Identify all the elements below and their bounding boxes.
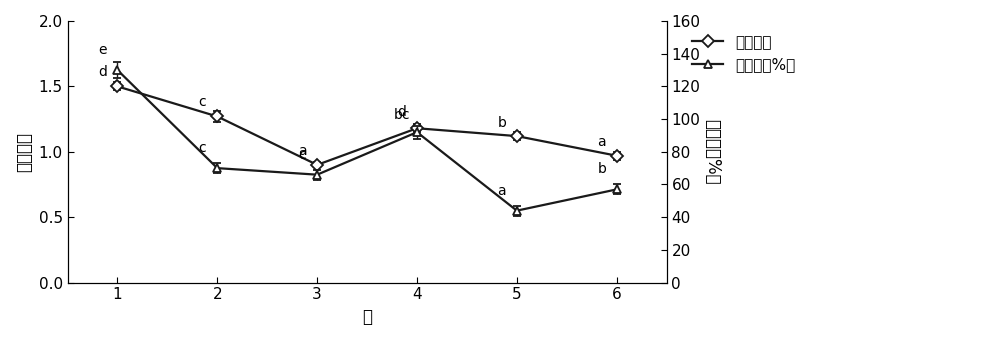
Text: c: c [199, 141, 206, 155]
Legend: 纯化倍数, 回收率（%）: 纯化倍数, 回收率（%） [686, 29, 801, 78]
Text: bc: bc [394, 108, 410, 122]
X-axis label: 盐: 盐 [362, 308, 372, 326]
Text: b: b [597, 162, 606, 176]
Text: a: a [498, 183, 506, 197]
Text: c: c [199, 95, 206, 109]
Y-axis label: 回收率（%）: 回收率（%） [703, 119, 721, 184]
Text: d: d [398, 105, 406, 119]
Y-axis label: 纯化倍数: 纯化倍数 [15, 132, 33, 172]
Text: a: a [298, 144, 306, 158]
Text: c: c [298, 148, 306, 162]
Text: e: e [98, 43, 107, 57]
Text: d: d [98, 64, 107, 78]
Text: b: b [497, 116, 506, 130]
Text: a: a [597, 135, 606, 149]
